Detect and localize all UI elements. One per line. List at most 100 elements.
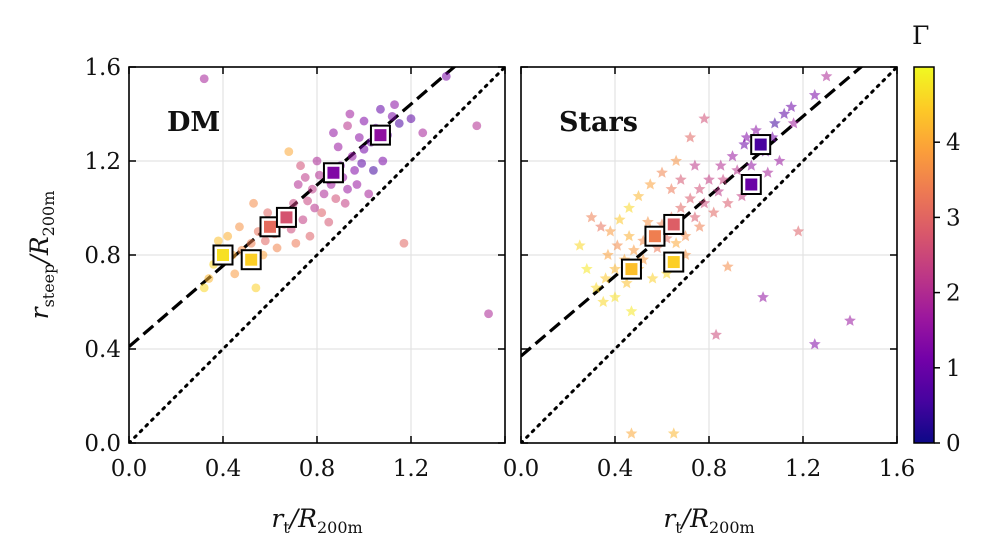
- circle-point: [199, 283, 209, 293]
- star-point: [750, 124, 762, 136]
- circle-point: [387, 111, 397, 121]
- circle-point: [364, 189, 374, 199]
- circle-point: [317, 208, 327, 218]
- circle-point: [376, 104, 385, 114]
- star-point: [627, 244, 640, 256]
- dm-x-tick-label: 1.2: [393, 456, 430, 482]
- star-point: [623, 201, 635, 214]
- colorbar-ticks: [934, 141, 940, 444]
- star-point: [623, 230, 635, 242]
- binned-marker: [280, 211, 293, 224]
- star-point: [602, 248, 614, 261]
- stars-x-tick-label: 1.6: [879, 456, 916, 482]
- circle-point: [249, 198, 258, 208]
- circle-point: [300, 173, 310, 182]
- circle-point: [298, 215, 308, 225]
- circle-point: [223, 231, 233, 241]
- star-point: [738, 138, 751, 150]
- colorbar-tick-label: 0: [946, 431, 961, 457]
- stars-ticks: [520, 66, 898, 444]
- y-tick-label: 0.4: [84, 337, 121, 363]
- star-point: [660, 267, 673, 279]
- star-point: [726, 150, 739, 162]
- circle-point: [347, 151, 357, 161]
- colorbar: 0 1 2 3 4 Γ: [912, 21, 961, 457]
- circle-point: [406, 114, 416, 124]
- circle-point: [312, 156, 322, 166]
- circle-point: [333, 142, 343, 152]
- dm-fit-line: [129, 67, 457, 348]
- stars-x-tick-label: 1.2: [785, 456, 822, 482]
- star-point: [609, 262, 621, 275]
- circle-point: [354, 133, 364, 142]
- star-point: [721, 260, 734, 272]
- star-point: [714, 159, 727, 171]
- stars-panel: Stars: [520, 66, 898, 444]
- binned-marker: [625, 263, 638, 276]
- circle-point: [319, 189, 329, 199]
- dm-ticks: [128, 66, 506, 444]
- star-point: [590, 281, 603, 293]
- circle-point: [230, 269, 240, 279]
- star-point: [651, 241, 664, 253]
- circle-point: [289, 198, 298, 208]
- y-tick-label: 1.6: [84, 55, 121, 81]
- star-point: [599, 272, 612, 284]
- circle-point: [484, 309, 493, 319]
- dm-x-tick-label: 0.0: [111, 456, 148, 482]
- star-point: [703, 173, 715, 185]
- star-point: [674, 201, 687, 214]
- stars-x-tick-label: 0.8: [691, 456, 728, 482]
- circle-point: [359, 116, 369, 126]
- star-point: [632, 190, 645, 202]
- circle-point: [329, 128, 338, 138]
- star-point: [613, 213, 626, 225]
- binned-marker: [327, 166, 340, 179]
- star-point: [768, 117, 781, 129]
- circle-point: [235, 222, 244, 232]
- star-point: [595, 220, 607, 232]
- stars-binned-markers: [620, 134, 772, 280]
- circle-point: [263, 208, 273, 218]
- star-point: [757, 291, 769, 303]
- star-point: [844, 314, 856, 326]
- circle-point: [357, 158, 367, 168]
- binned-marker: [245, 253, 258, 266]
- star-point: [597, 295, 610, 308]
- dm-x-tick-label: 0.8: [299, 456, 336, 482]
- dm-scatter-points: [199, 72, 493, 319]
- star-point: [740, 131, 753, 143]
- y-tick-label: 0.8: [84, 243, 121, 269]
- star-point: [646, 272, 659, 284]
- star-point: [609, 291, 621, 303]
- star-point: [670, 154, 682, 167]
- circle-point: [246, 238, 256, 248]
- circle-point: [350, 166, 359, 175]
- circle-point: [343, 121, 352, 131]
- colorbar-tick-label: 4: [946, 130, 961, 156]
- x-tick-labels: 0.0 0.4 0.8 1.2 0.0 0.4 0.8 1.2 1.6: [111, 456, 916, 482]
- star-point: [580, 262, 593, 275]
- star-point: [611, 239, 624, 251]
- y-tick-label: 0.0: [84, 431, 121, 457]
- binned-marker: [667, 218, 680, 231]
- star-point: [745, 159, 758, 171]
- colorbar-tick-label: 1: [946, 356, 961, 382]
- binned-marker: [264, 220, 276, 233]
- star-point: [717, 173, 729, 185]
- circle-point: [378, 156, 388, 166]
- circle-point: [324, 217, 334, 227]
- binned-marker: [667, 256, 680, 269]
- star-point: [674, 173, 687, 185]
- circle-point: [305, 231, 315, 241]
- dm-identity-line: [129, 67, 505, 443]
- circle-point: [284, 147, 294, 157]
- circle-point: [314, 170, 324, 180]
- binned-marker: [754, 138, 767, 151]
- dm-binned-markers: [212, 124, 391, 271]
- star-point: [585, 211, 598, 223]
- stars-identity-line: [521, 67, 897, 443]
- circle-point: [291, 238, 301, 248]
- circle-point: [213, 236, 223, 246]
